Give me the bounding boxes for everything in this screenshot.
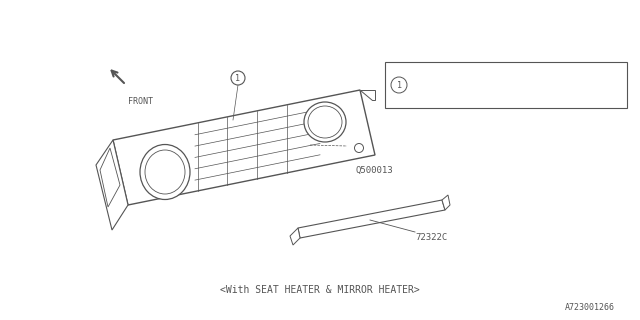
Text: 72311*F  Temp:Celsius: 72311*F Temp:Celsius <box>415 92 525 100</box>
Circle shape <box>231 71 245 85</box>
Text: A723001266: A723001266 <box>565 303 615 313</box>
Polygon shape <box>298 200 445 238</box>
Text: <With SEAT HEATER & MIRROR HEATER>: <With SEAT HEATER & MIRROR HEATER> <box>220 285 420 295</box>
Text: 72322C: 72322C <box>415 234 447 243</box>
Polygon shape <box>290 228 300 245</box>
Bar <box>385 62 627 108</box>
Text: FRONT: FRONT <box>128 97 153 106</box>
Polygon shape <box>113 90 375 205</box>
Polygon shape <box>360 90 375 100</box>
Ellipse shape <box>304 102 346 142</box>
Text: 1: 1 <box>236 74 241 83</box>
Circle shape <box>391 77 407 93</box>
Text: 72311*E  Temp:Fahrenheit: 72311*E Temp:Fahrenheit <box>415 69 541 78</box>
Text: Q500013: Q500013 <box>355 165 392 174</box>
Ellipse shape <box>140 145 190 199</box>
Polygon shape <box>96 140 128 230</box>
Text: 1: 1 <box>397 81 401 90</box>
Circle shape <box>355 143 364 153</box>
Polygon shape <box>442 195 450 210</box>
